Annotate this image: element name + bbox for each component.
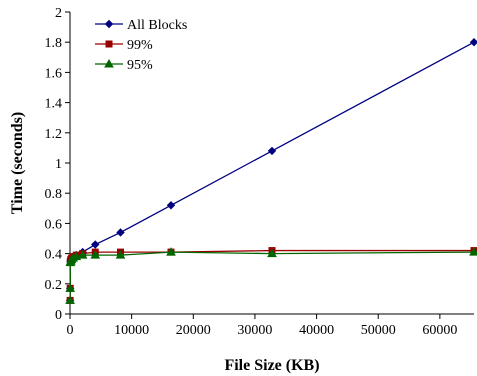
data-point-triangle (65, 283, 76, 292)
legend-label: 99% (127, 38, 153, 53)
data-point-triangle (166, 247, 176, 256)
legend-label: All Blocks (127, 18, 187, 33)
y-tick-label: 0.4 (45, 248, 63, 263)
x-axis-label: File Size (KB) (224, 357, 319, 374)
data-point-triangle (267, 248, 277, 258)
data-point-triangle (104, 58, 114, 68)
data-point-diamond (267, 146, 277, 156)
data-point-diamond (91, 240, 100, 249)
series-line (69, 249, 474, 301)
data-point-triangle (65, 295, 75, 304)
y-tick-label: 1 (55, 157, 62, 172)
legend-item: 99% (95, 38, 153, 53)
x-tick-label: 60000 (422, 323, 457, 338)
y-tick-label: 0 (55, 308, 62, 323)
data-point-triangle (90, 250, 101, 259)
y-tick-label: 1.4 (45, 97, 63, 112)
legend: All Blocks 99% 95% (95, 18, 187, 73)
x-tick-label: 0 (67, 323, 74, 338)
legend-item: All Blocks (95, 18, 187, 33)
y-tick-label: 2 (55, 6, 62, 21)
data-point-diamond (116, 228, 125, 237)
y-tick-label: 0.6 (45, 217, 63, 232)
data-point-triangle (115, 250, 126, 259)
data-point-diamond (166, 201, 176, 210)
x-tick-label: 50000 (361, 323, 396, 338)
series-3 (65, 247, 477, 304)
legend-item: 95% (95, 58, 153, 73)
y-tick-label: 1.2 (45, 127, 63, 142)
ticks: 0 0.2 0.4 0.6 0.8 1 1.2 1.4 1.6 1.8 2 0 10000 20000 30… (45, 6, 458, 338)
x-tick-label: 40000 (299, 323, 334, 338)
y-axis-label: Time (seconds) (9, 112, 26, 214)
y-tick-label: 1.8 (45, 36, 63, 51)
x-tick-label: 30000 (237, 323, 272, 338)
data-point-square (105, 40, 113, 48)
data-point-diamond (469, 37, 477, 47)
y-tick-label: 1.6 (45, 66, 63, 81)
x-tick-label: 20000 (176, 323, 211, 338)
data-point-triangle (77, 250, 88, 259)
series-layer (65, 37, 477, 305)
x-tick-label: 10000 (114, 323, 149, 338)
data-point-triangle (469, 247, 477, 256)
legend-label: 95% (127, 58, 153, 73)
series-line (69, 41, 475, 301)
y-tick-label: 0.2 (45, 278, 63, 293)
data-point-diamond (104, 19, 114, 29)
series-line (69, 251, 475, 301)
y-tick-label: 0.8 (45, 187, 63, 202)
series-1 (65, 37, 477, 305)
